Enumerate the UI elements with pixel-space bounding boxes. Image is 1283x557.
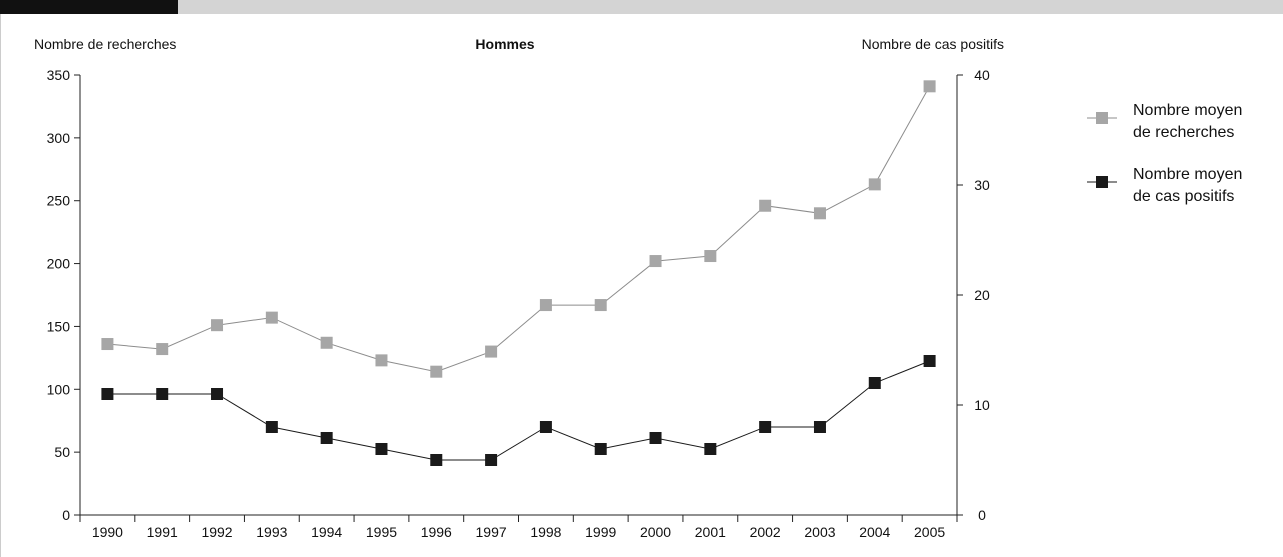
y-left-tick-label: 300 [47,130,71,146]
x-tick-label: 2005 [914,524,945,540]
series-2-point [649,432,662,444]
series-1-point [539,299,552,312]
legend-marker-1 [1096,112,1108,124]
x-tick-label: 2004 [859,524,890,540]
series-2-point [430,454,443,466]
y-right-tick-label: 10 [974,397,990,413]
series-2-point [265,421,278,433]
left-border [0,14,1,557]
y-right-tick-label: 30 [974,177,990,193]
series-1-point [101,338,114,351]
x-tick-label: 1996 [421,524,452,540]
series-1-point [485,345,498,358]
y-left-axis-title: Nombre de recherches [34,36,176,52]
x-tick-label: 1990 [92,524,123,540]
y-right-ticks: 0 10 20 30 40 [957,67,990,523]
series-1-point [156,343,169,356]
x-tick-label: 2003 [804,524,835,540]
x-tick-label: 1998 [530,524,561,540]
y-right-axis-title: Nombre de cas positifs [862,36,1004,52]
legend: Nombre moyen de recherches Nombre moyen de … [1087,102,1242,205]
y-left-tick-label: 200 [47,256,71,272]
series-2-point [211,388,224,400]
x-tick-label: 1994 [311,524,342,540]
series-2-point [485,454,498,466]
series-2-point [868,377,881,389]
y-left-ticks: 0 50 100 150 200 250 300 350 [47,67,80,523]
y-left-tick-label: 350 [47,67,71,83]
legend-label-2: de cas positifs [1133,188,1234,205]
header-tab [0,0,178,14]
series-1-point [649,255,662,268]
series-2-point [759,421,772,433]
x-tick-label: 2001 [695,524,726,540]
series-layer [101,80,936,466]
series-1-point [211,319,224,332]
x-tick-label: 1999 [585,524,616,540]
series-1-point [265,311,278,324]
series-1-point [704,250,717,263]
x-tick-label: 2002 [750,524,781,540]
x-tick-label: 1991 [147,524,178,540]
y-right-tick-label: 20 [974,287,990,303]
header-bar [0,0,1283,14]
x-tick-label: 2000 [640,524,671,540]
y-left-tick-label: 100 [47,381,71,397]
y-left-tick-label: 150 [47,318,71,334]
legend-label-1: Nombre moyen [1133,102,1242,119]
series-1-point [759,199,772,212]
series-2-point [156,388,169,400]
series-1-point [813,207,826,220]
series-1-point [923,80,936,93]
y-left-tick-label: 250 [47,193,71,209]
legend-marker-2 [1096,176,1108,188]
y-left-tick-label: 50 [54,444,70,460]
series-1-point [320,336,333,349]
series-1-point [375,354,388,367]
series-2-point [320,432,333,444]
legend-label-2: Nombre moyen [1133,166,1242,183]
series-2-point [101,388,114,400]
chart-title: Hommes [475,36,534,52]
legend-label-1: de recherches [1133,124,1234,141]
series-1-point [594,299,607,312]
y-right-tick-label: 40 [974,67,990,83]
series-2-point [704,443,717,455]
x-tick-label: 1997 [476,524,507,540]
series-1-point [868,178,881,191]
x-tick-label: 1993 [256,524,287,540]
series-2-point [594,443,607,455]
series-2-point [375,443,388,455]
x-tick-label: 1995 [366,524,397,540]
series-line-1 [107,86,931,373]
x-ticks: 1990 1991 1992 1993 1994 1995 1996 1997 1998 1999… [79,515,958,540]
y-right-tick-label: 0 [978,507,986,523]
x-tick-label: 1992 [201,524,232,540]
series-line-2 [107,360,930,461]
y-left-tick-label: 0 [62,507,70,523]
series-2-point [923,355,936,367]
series-1-point [430,365,443,378]
series-2-point [813,421,826,433]
series-2-point [539,421,552,433]
